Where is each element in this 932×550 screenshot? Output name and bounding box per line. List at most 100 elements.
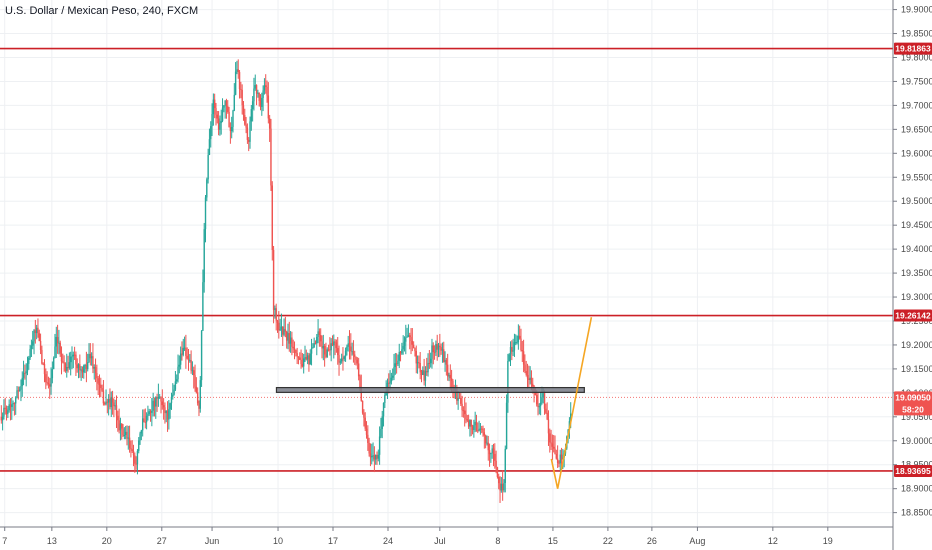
candle-body [93, 367, 95, 369]
candle-body [257, 92, 259, 94]
candle-body [25, 371, 27, 374]
candle-body [517, 335, 520, 343]
candle-body [526, 374, 529, 379]
candle-body [42, 363, 44, 365]
x-tick-label: Jul [434, 536, 446, 546]
level-badge [894, 42, 932, 55]
candle-body [282, 326, 284, 335]
candle-body [381, 416, 383, 429]
y-tick-label: 19.00000 [901, 436, 932, 446]
candle-body [550, 442, 552, 444]
candle-body [94, 367, 97, 374]
candle-body [467, 420, 470, 427]
candle-body [181, 353, 183, 355]
candle-body [210, 126, 212, 140]
candle-body [261, 97, 263, 107]
candle-body [232, 110, 234, 127]
candle-body [302, 358, 305, 367]
candle-body [135, 463, 137, 465]
candle-body [367, 434, 369, 443]
candle-body [89, 354, 92, 359]
candle-body [321, 341, 323, 349]
candle-body [373, 455, 376, 460]
x-tick-label: 17 [328, 536, 338, 546]
candle-body [291, 337, 293, 347]
candle-body [325, 354, 327, 357]
candle-body [511, 347, 513, 352]
y-tick-label: 19.30000 [901, 292, 932, 302]
x-tick-label: 12 [768, 536, 778, 546]
candle-body [224, 100, 226, 106]
candle-body [483, 432, 486, 436]
candle-body [558, 462, 560, 464]
candle-body [327, 349, 330, 351]
candle-body [492, 448, 495, 454]
candle-body [110, 397, 112, 408]
candle-body [117, 415, 119, 421]
candle-body [251, 101, 254, 110]
candle-body [118, 420, 120, 431]
x-tick-label: 24 [383, 536, 393, 546]
candle-body [43, 364, 46, 375]
candle-body [412, 344, 415, 349]
candle-body [83, 365, 85, 373]
candle-body [119, 423, 122, 431]
candle-body [369, 453, 372, 458]
candle-body [126, 431, 128, 439]
candle-body [339, 361, 342, 363]
candle-body [486, 442, 488, 444]
candle-body [357, 363, 360, 377]
candle-body [271, 185, 273, 251]
candle-body [478, 428, 480, 431]
candle-body [439, 345, 441, 348]
candle-body [312, 347, 314, 349]
candle-body [60, 353, 63, 362]
candle-body [530, 377, 533, 384]
candle-body [547, 419, 550, 434]
candle-body [158, 396, 161, 398]
y-tick-label: 19.40000 [901, 244, 932, 254]
candle-body [394, 363, 397, 367]
candle-body [113, 402, 115, 407]
candle-body [477, 430, 479, 432]
candle-body [304, 357, 306, 359]
candle-body [238, 72, 241, 89]
y-tick-label: 19.85000 [901, 29, 932, 39]
candle-body [504, 448, 506, 483]
candle-body [280, 326, 283, 330]
candle-body [212, 99, 215, 115]
candle-body [276, 320, 279, 323]
candle-body [196, 392, 199, 404]
candle-body [166, 410, 169, 420]
candle-body [9, 404, 12, 408]
candle-body [265, 85, 267, 88]
candle-body [555, 454, 558, 459]
candle-body [549, 433, 551, 443]
candle-body [361, 400, 364, 413]
candle-body [310, 348, 313, 354]
candle-body [267, 95, 270, 119]
candle-body [130, 447, 132, 450]
candle-body [266, 87, 268, 96]
candle-body [296, 353, 298, 357]
candle-body [380, 428, 382, 437]
candle-body [541, 397, 543, 403]
candle-body [178, 364, 181, 367]
candle-body [419, 363, 421, 373]
y-tick-label: 19.65000 [901, 124, 932, 134]
candle-body [80, 369, 82, 371]
candle-body [499, 483, 501, 491]
candle-body [179, 353, 182, 365]
candle-body [139, 433, 141, 441]
candle-body [177, 366, 179, 380]
candle-body [12, 403, 14, 405]
candle-body [140, 430, 143, 434]
candle-body [34, 330, 37, 334]
candle-body [437, 345, 440, 350]
y-tick-label: 19.90000 [901, 5, 932, 15]
y-tick-label: 19.45000 [901, 220, 932, 230]
candle-body [570, 413, 572, 422]
candle-body [384, 395, 386, 403]
candle-body [333, 341, 335, 346]
candle-body [88, 354, 90, 363]
